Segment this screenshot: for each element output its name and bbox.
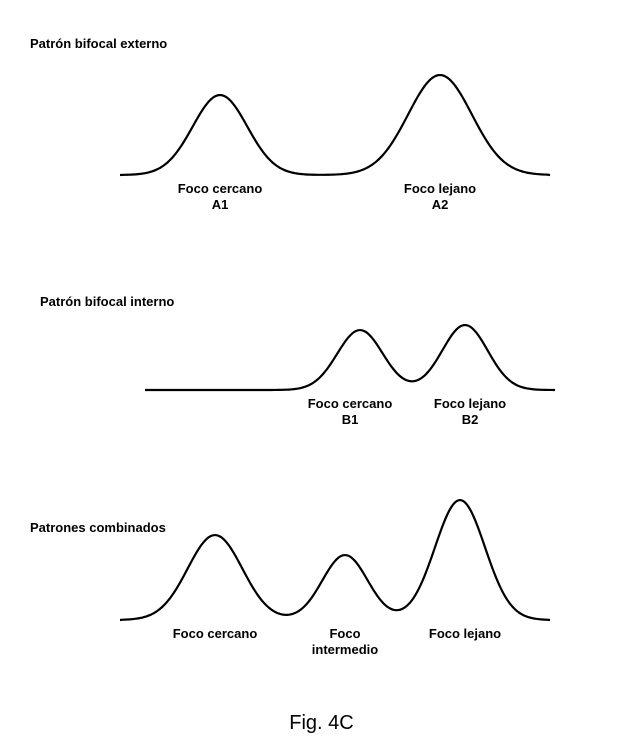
curve-svg (145, 290, 555, 410)
axis-label: Foco intermedio (285, 626, 405, 659)
axis-label: Foco cercano B1 (290, 396, 410, 429)
curve-svg (120, 480, 550, 640)
panel-title-1: Patrón bifocal externo (30, 36, 167, 51)
figure-caption: Fig. 4C (0, 712, 643, 735)
curve-3: Foco cercano Foco intermedioFoco lejano (120, 480, 550, 690)
axis-label: Foco cercano A1 (160, 181, 280, 214)
axis-label: Foco lejano B2 (410, 396, 530, 429)
curve-svg (120, 55, 550, 195)
figure-page: Patrón bifocal externo Foco cercano A1Fo… (0, 0, 643, 750)
curve-1: Foco cercano A1 Foco lejano A2 (120, 55, 550, 245)
curve-2: Foco cercano B1Foco lejano B2 (145, 290, 555, 460)
axis-label: Foco lejano (405, 626, 525, 642)
curve-path (145, 325, 555, 390)
axis-label: Foco lejano A2 (380, 181, 500, 214)
curve-path (120, 75, 550, 175)
curve-path (120, 500, 550, 620)
axis-label: Foco cercano (155, 626, 275, 642)
